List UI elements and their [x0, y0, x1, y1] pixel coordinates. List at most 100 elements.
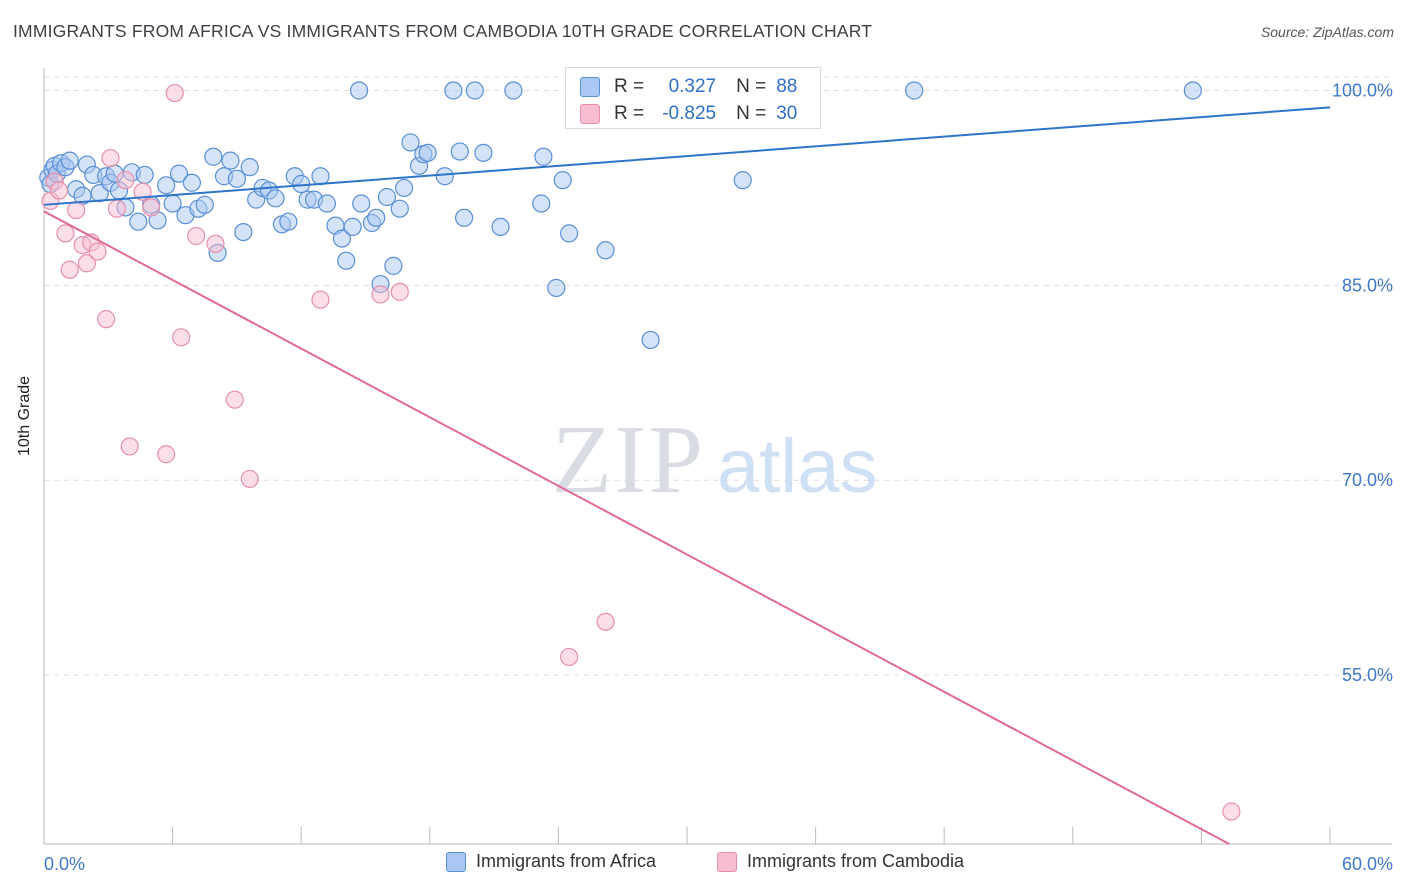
point-cambodia-5: [67, 200, 86, 220]
point-cambodia-11: [101, 148, 120, 168]
point-africa-20: [135, 165, 154, 185]
point-cambodia-23: [240, 469, 259, 489]
legend-swatch-cambodia: [717, 851, 737, 872]
point-africa-53: [349, 81, 369, 100]
legend-label-africa: Immigrants from Africa: [476, 851, 657, 871]
point-cambodia-3: [56, 224, 75, 243]
watermark-atlas: atlas: [717, 424, 878, 509]
point-africa-73: [504, 81, 523, 100]
y-axis-label: 10th Grade: [16, 375, 33, 456]
point-cambodia-2: [49, 181, 69, 200]
point-africa-77: [553, 171, 572, 190]
point-africa-66: [435, 167, 454, 186]
stats-africa-r-value: 0.327: [668, 76, 717, 97]
point-cambodia-19: [172, 328, 191, 347]
point-africa-69: [454, 208, 474, 227]
bottom-legend: Immigrants from Africa Immigrants from C…: [0, 851, 1406, 879]
legend-label-cambodia: Immigrants from Cambodia: [747, 851, 965, 871]
point-africa-61: [394, 178, 414, 198]
stats-cambodia-n-label: N =: [736, 103, 767, 124]
point-cambodia-18: [165, 83, 184, 103]
point-africa-72: [491, 217, 510, 236]
stats-swatch-africa: [580, 77, 600, 97]
point-africa-34: [227, 169, 246, 188]
x-tick-label-max: 60.0%: [1342, 854, 1393, 874]
point-africa-42: [279, 212, 298, 231]
chart-title: IMMIGRANTS FROM AFRICA VS IMMIGRANTS FRO…: [13, 21, 873, 41]
point-africa-71: [474, 143, 493, 162]
trend-line-cambodia: [43, 210, 1230, 845]
point-africa-50: [332, 229, 352, 248]
point-africa-62: [401, 133, 420, 152]
point-africa-75: [534, 147, 553, 166]
chart-source: Source: ZipAtlas.com: [1260, 24, 1394, 40]
point-africa-59: [384, 256, 403, 275]
point-africa-51: [337, 251, 356, 270]
legend-item-africa[interactable]: Immigrants from Africa: [446, 851, 656, 872]
legend-item-cambodia[interactable]: Immigrants from Cambodia: [717, 851, 964, 872]
point-cambodia-9: [88, 242, 107, 261]
point-cambodia-12: [107, 199, 126, 218]
point-cambodia-29: [1222, 802, 1241, 821]
point-africa-35: [234, 222, 253, 242]
stats-cambodia-n-value: 30: [776, 103, 798, 124]
point-africa-56: [367, 208, 386, 227]
point-cambodia-13: [116, 171, 135, 190]
point-africa-85: [733, 171, 752, 190]
trend-line-africa: [43, 106, 1331, 206]
point-africa-86: [905, 81, 924, 100]
point-africa-67: [444, 81, 463, 100]
point-africa-68: [450, 142, 469, 161]
point-africa-7: [60, 151, 79, 170]
point-africa-40: [266, 189, 285, 208]
point-africa-52: [343, 217, 362, 236]
point-cambodia-22: [225, 390, 244, 409]
stats-cambodia-r-label: R =: [614, 103, 645, 124]
point-africa-58: [377, 187, 397, 207]
stats-row-cambodia: R = -0.825 N = 30: [580, 101, 797, 127]
stats-africa-r-label: R =: [614, 76, 645, 97]
point-africa-29: [195, 195, 214, 214]
point-cambodia-10: [97, 310, 116, 329]
point-africa-48: [317, 194, 337, 213]
point-cambodia-28: [596, 612, 615, 631]
trend-lines: [43, 106, 1331, 845]
point-africa-27: [182, 173, 201, 192]
point-cambodia-20: [187, 226, 206, 246]
point-africa-33: [221, 151, 240, 170]
point-cambodia-14: [120, 437, 139, 456]
watermark-zip: ZIP: [552, 406, 705, 514]
point-africa-82: [641, 330, 660, 350]
point-cambodia-17: [157, 445, 176, 464]
point-cambodia-21: [206, 234, 225, 253]
stats-row-africa: R = 0.327 N = 88: [580, 74, 797, 100]
point-africa-30: [204, 147, 223, 166]
point-cambodia-16: [142, 198, 161, 217]
point-africa-23: [157, 176, 176, 195]
point-africa-74: [532, 194, 551, 213]
point-africa-47: [311, 167, 330, 186]
point-africa-70: [465, 81, 484, 100]
point-africa-36: [240, 158, 259, 177]
point-africa-19: [129, 212, 148, 231]
y-tick-label-3: 55.0%: [1342, 665, 1393, 685]
stats-cambodia-r-value: -0.825: [662, 103, 717, 124]
watermark: ZIP atlas: [552, 406, 878, 514]
point-cambodia-26: [390, 282, 409, 301]
point-cambodia-25: [371, 285, 390, 304]
point-africa-60: [390, 199, 409, 218]
point-africa-25: [169, 164, 189, 183]
point-africa-78: [560, 224, 579, 243]
point-cambodia-24: [311, 290, 330, 309]
x-tick-label-min: 0.0%: [44, 854, 85, 874]
legend-swatch-africa: [446, 851, 466, 872]
stats-africa-n-label: N =: [736, 76, 767, 97]
point-africa-65: [418, 143, 437, 162]
series-cambodia-points: [41, 83, 1241, 821]
point-cambodia-4: [60, 260, 79, 279]
point-africa-80: [596, 241, 615, 260]
y-tick-label-0: 100.0%: [1332, 80, 1393, 100]
y-tick-label-1: 85.0%: [1342, 275, 1393, 295]
point-cambodia-27: [560, 647, 579, 667]
